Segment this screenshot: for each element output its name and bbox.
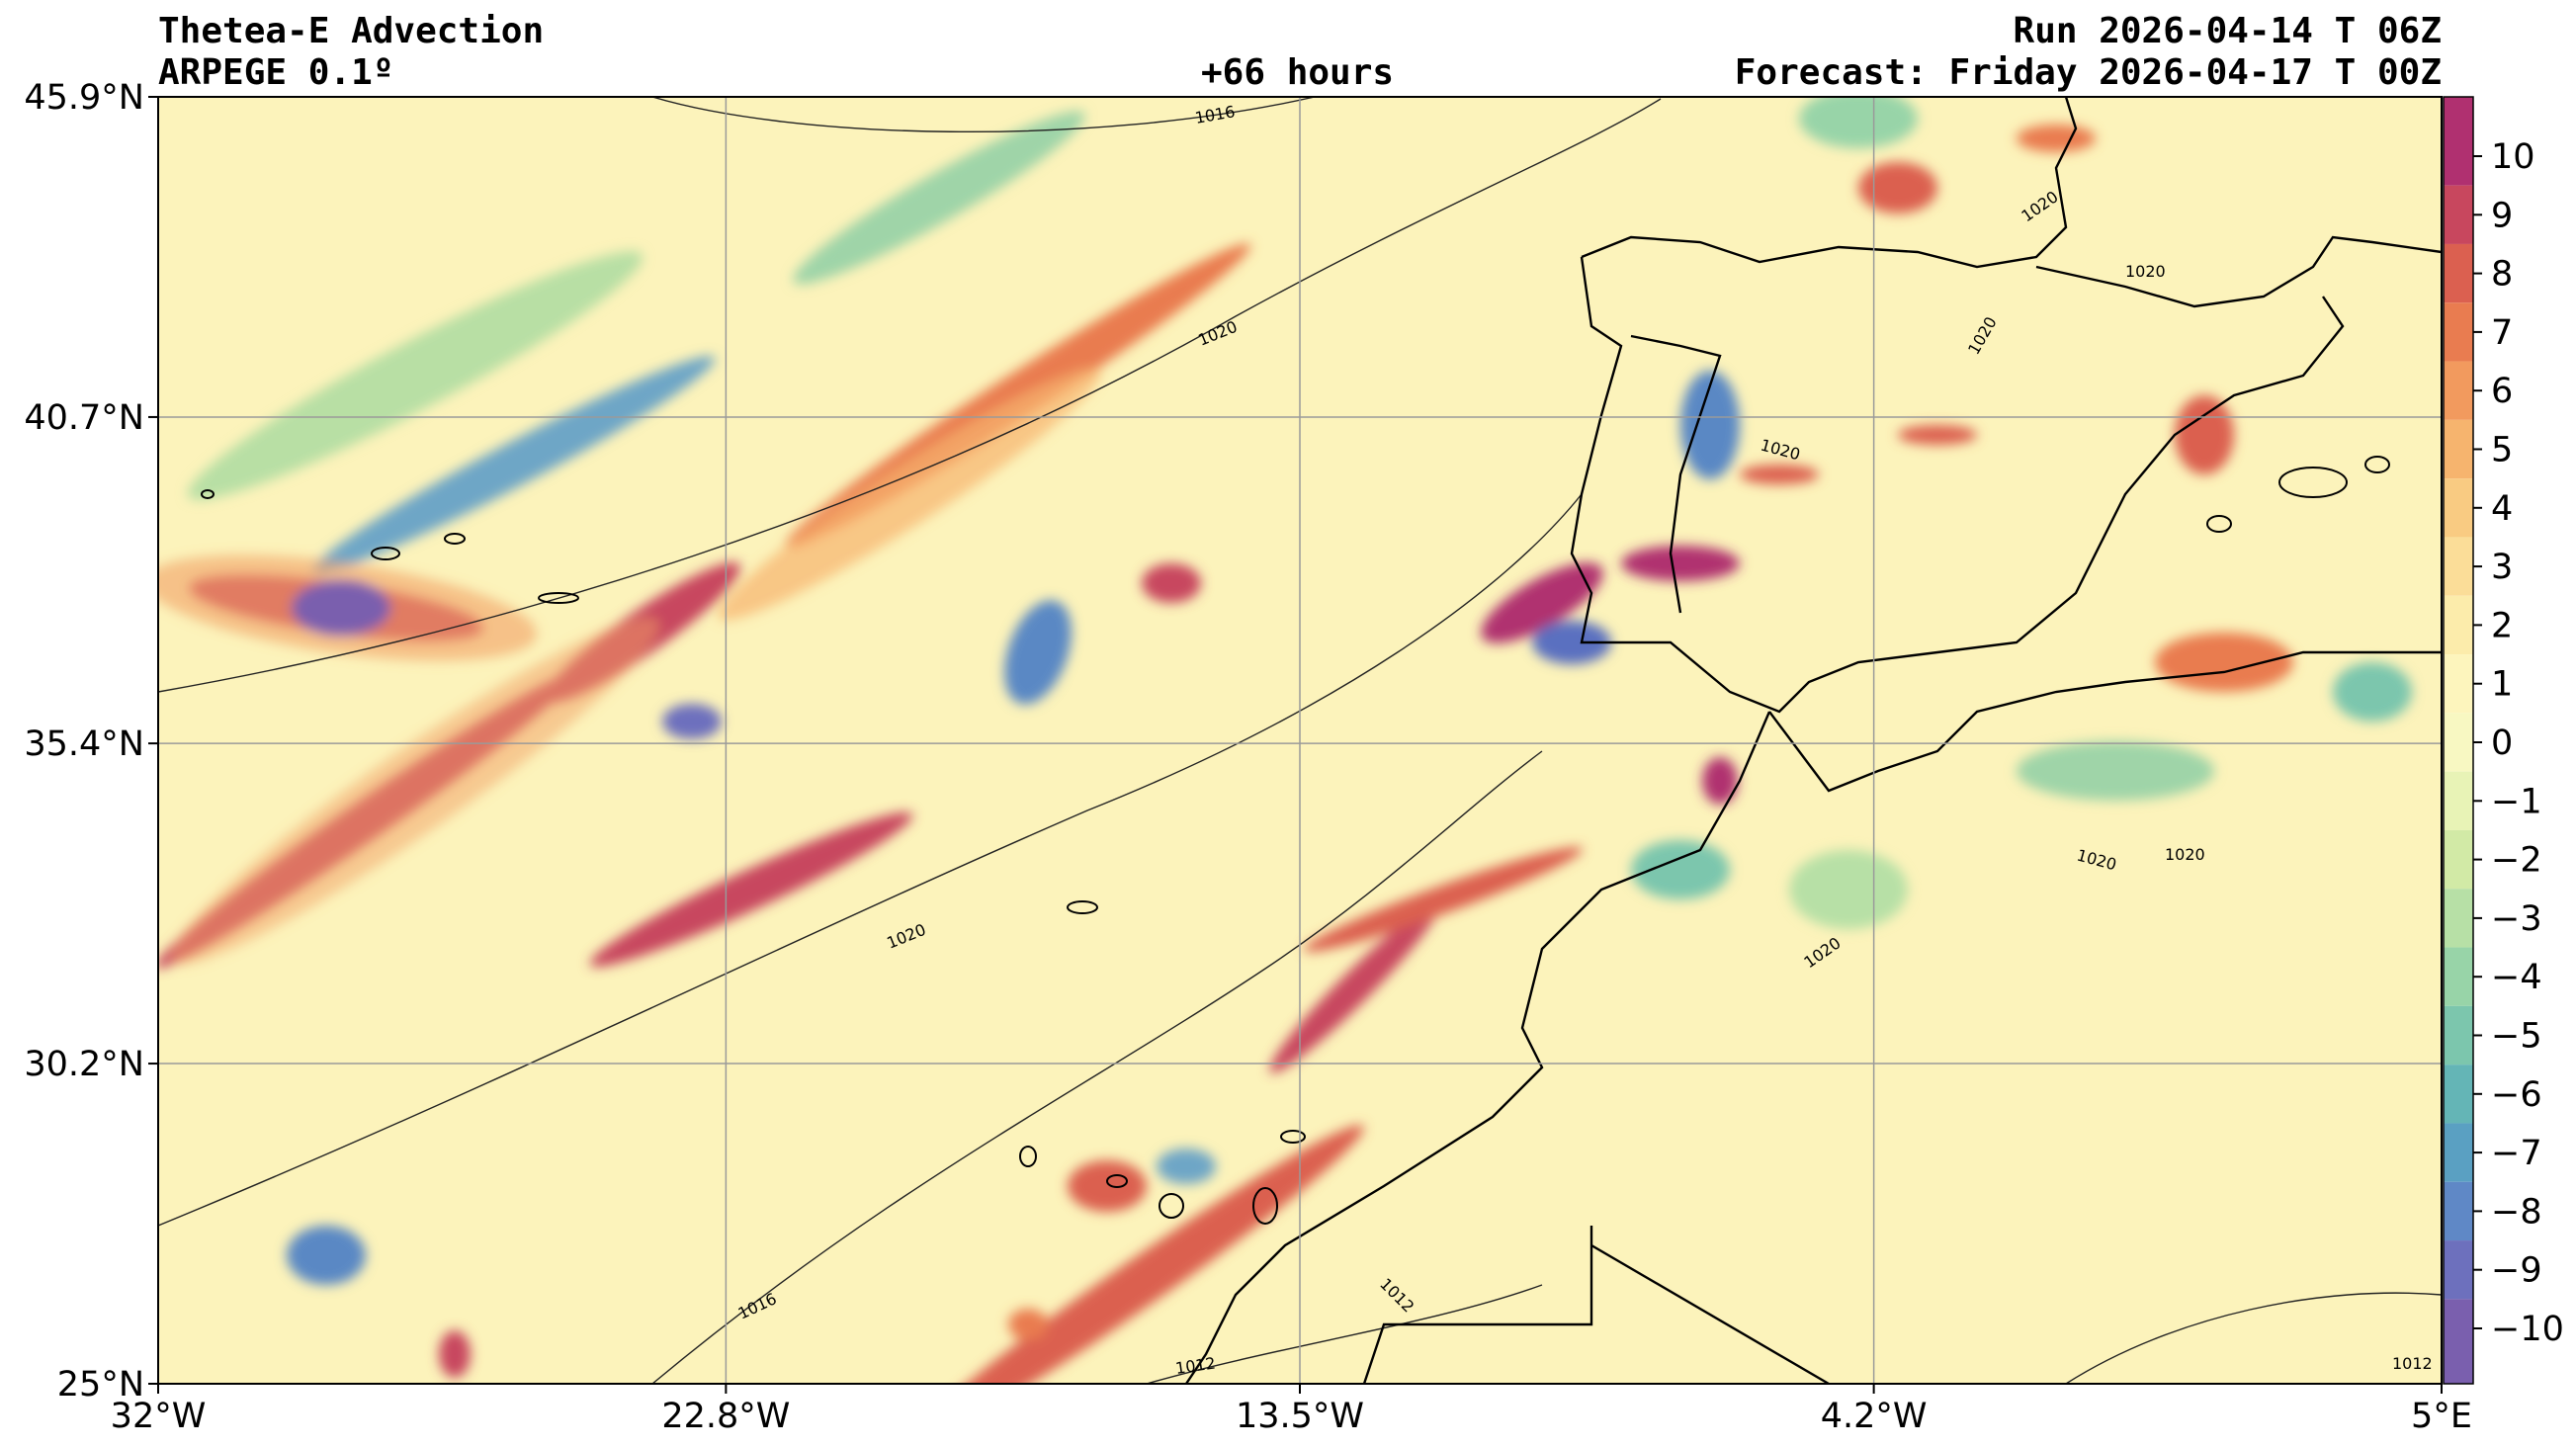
colorbar-tick-label: −4 xyxy=(2491,958,2542,997)
colorbar-tick-label: 9 xyxy=(2491,196,2513,235)
colorbar-swatch xyxy=(2444,713,2473,772)
colorbar-swatch xyxy=(2444,185,2473,244)
lon-tick-label: 4.2°W xyxy=(1821,1397,1928,1436)
colorbar-tick-label: 6 xyxy=(2491,372,2513,411)
colorbar-swatch xyxy=(2444,419,2473,479)
colorbar-swatch xyxy=(2444,1240,2473,1300)
colorbar-tick-label: 3 xyxy=(2491,548,2513,587)
colorbar-swatch xyxy=(2444,537,2473,596)
advection-field xyxy=(158,97,2412,1384)
lon-tick-label: 32°W xyxy=(111,1397,207,1436)
colorbar-tick-label: −10 xyxy=(2491,1310,2564,1349)
colorbar-swatch xyxy=(2444,829,2473,890)
map-area: 1016 1020 1020 1020 1020 1020 1020 1020 … xyxy=(158,97,2442,1384)
colorbar-swatch xyxy=(2444,889,2473,948)
colorbar-swatch xyxy=(2444,1065,2473,1124)
chart-title: Thetea-E Advection xyxy=(158,11,545,51)
colorbar-tick-label: 4 xyxy=(2491,489,2513,529)
colorbar-tick-label: −8 xyxy=(2491,1192,2542,1232)
colorbar-swatch xyxy=(2444,1299,2473,1384)
longitude-axis: 32°W 22.8°W 13.5°W 4.2°W 5°E xyxy=(111,1384,2472,1436)
gridlines xyxy=(158,97,2442,1384)
colorbar-swatch xyxy=(2444,654,2473,714)
colorbar-tick-label: 2 xyxy=(2491,606,2513,645)
colorbar-tick-label: 8 xyxy=(2491,255,2513,295)
colorbar-tick-label: −9 xyxy=(2491,1251,2542,1291)
isobar-label: 1020 xyxy=(2125,262,2166,281)
isobar-label: 1020 xyxy=(2165,845,2205,864)
colorbar-swatch xyxy=(2444,595,2473,655)
colorbar-swatch xyxy=(2444,302,2473,362)
colorbar-swatch xyxy=(2444,243,2473,303)
colorbar-tick-label: −3 xyxy=(2491,899,2542,939)
lon-tick-label: 5°E xyxy=(2411,1397,2472,1436)
latitude-axis: 45.9°N 40.7°N 35.4°N 30.2°N 25°N xyxy=(24,78,158,1405)
lat-tick-label: 35.4°N xyxy=(24,724,144,764)
colorbar-tick-label: 1 xyxy=(2491,665,2513,705)
colorbar-frame xyxy=(2443,96,2474,1385)
colorbar-swatch xyxy=(2444,771,2473,830)
colorbar-swatch xyxy=(2444,97,2473,186)
run-label: Run 2026-04-14 T 06Z xyxy=(2013,11,2442,51)
colorbar-swatch xyxy=(2444,947,2473,1006)
colorbar-swatch xyxy=(2444,361,2473,420)
model-label: ARPEGE 0.1º xyxy=(158,52,394,93)
colorbar-tick-label: −1 xyxy=(2491,782,2542,821)
lon-tick-label: 22.8°W xyxy=(661,1397,790,1436)
colorbar-tick-label: −6 xyxy=(2491,1075,2542,1115)
lat-tick-label: 25°N xyxy=(57,1365,144,1405)
isobars xyxy=(158,97,2442,1384)
coastlines xyxy=(1185,97,2442,1384)
lon-tick-label: 13.5°W xyxy=(1236,1397,1364,1436)
forecast-label: Forecast: Friday 2026-04-17 T 00Z xyxy=(1734,52,2442,93)
colorbar-tick-label: −2 xyxy=(2491,841,2542,881)
colorbar-tick-label: −7 xyxy=(2491,1134,2542,1173)
lat-tick-label: 40.7°N xyxy=(24,398,144,438)
islands xyxy=(201,456,2390,1225)
colorbar-tick-label: 10 xyxy=(2491,137,2535,177)
colorbar-swatch xyxy=(2444,1123,2473,1182)
colorbar-swatch xyxy=(2444,478,2473,538)
colorbar-tick-label: 7 xyxy=(2491,313,2513,353)
lat-tick-label: 30.2°N xyxy=(24,1045,144,1084)
colorbar-swatch xyxy=(2444,1005,2473,1065)
colorbar-tick-label: 5 xyxy=(2491,431,2513,470)
colorbar-tick-label: −5 xyxy=(2491,1017,2542,1057)
lead-time-label: +66 hours xyxy=(1201,52,1395,93)
colorbar-tick-label: 0 xyxy=(2491,724,2513,763)
colorbar-swatch xyxy=(2444,1181,2473,1241)
lat-tick-label: 45.9°N xyxy=(24,78,144,118)
isobar-label: 1012 xyxy=(2392,1354,2433,1373)
